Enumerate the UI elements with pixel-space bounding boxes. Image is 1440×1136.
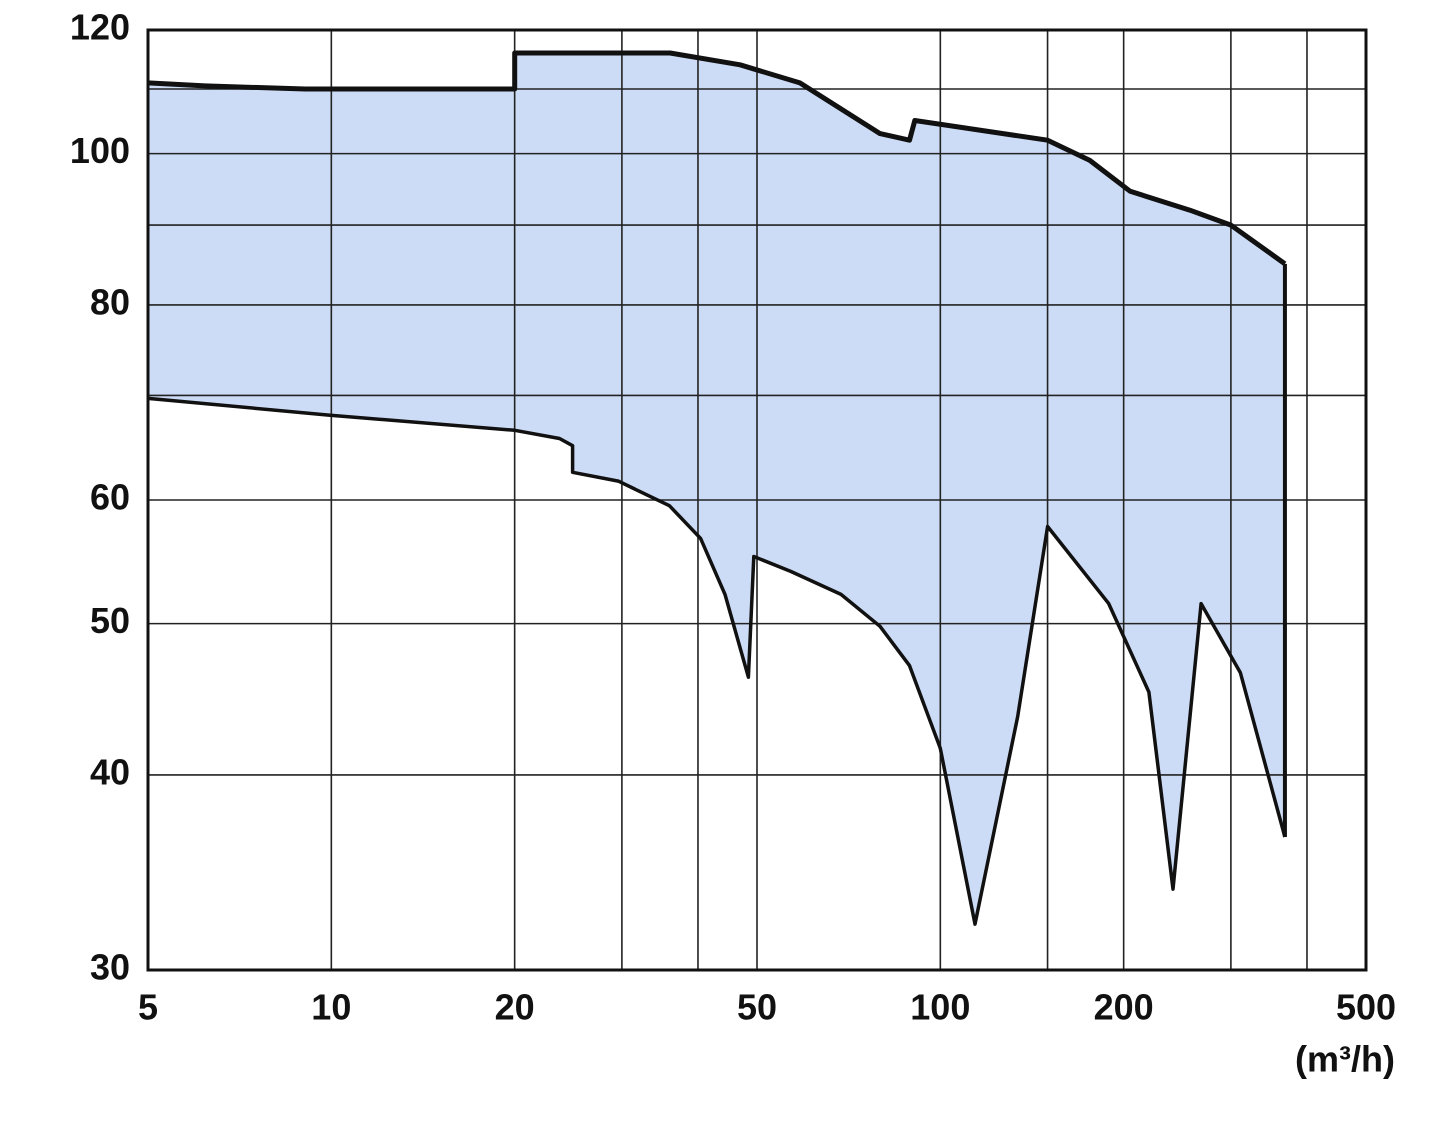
x-tick-label: 20 bbox=[495, 987, 535, 1028]
x-axis-label: (m³/h) bbox=[1295, 1039, 1395, 1080]
x-tick-label: 10 bbox=[311, 987, 351, 1028]
y-tick-label: 80 bbox=[90, 281, 130, 322]
x-tick-label: 200 bbox=[1094, 987, 1154, 1028]
y-tick-label: 50 bbox=[90, 600, 130, 641]
y-tick-label: 40 bbox=[90, 751, 130, 792]
y-tick-label: 120 bbox=[70, 7, 130, 48]
range-fill bbox=[148, 52, 1285, 925]
y-tick-label: 60 bbox=[90, 477, 130, 518]
range-boundary bbox=[147, 396, 1287, 926]
plot-frame bbox=[146, 28, 1368, 972]
x-tick-label: 50 bbox=[737, 987, 777, 1028]
x-tick-label: 500 bbox=[1336, 987, 1396, 1028]
y-tick-label: 100 bbox=[70, 130, 130, 171]
x-tick-label: 100 bbox=[910, 987, 970, 1028]
range-boundary bbox=[147, 50, 1287, 266]
y-tick-label: 30 bbox=[90, 947, 130, 988]
x-tick-label: 5 bbox=[138, 987, 158, 1028]
